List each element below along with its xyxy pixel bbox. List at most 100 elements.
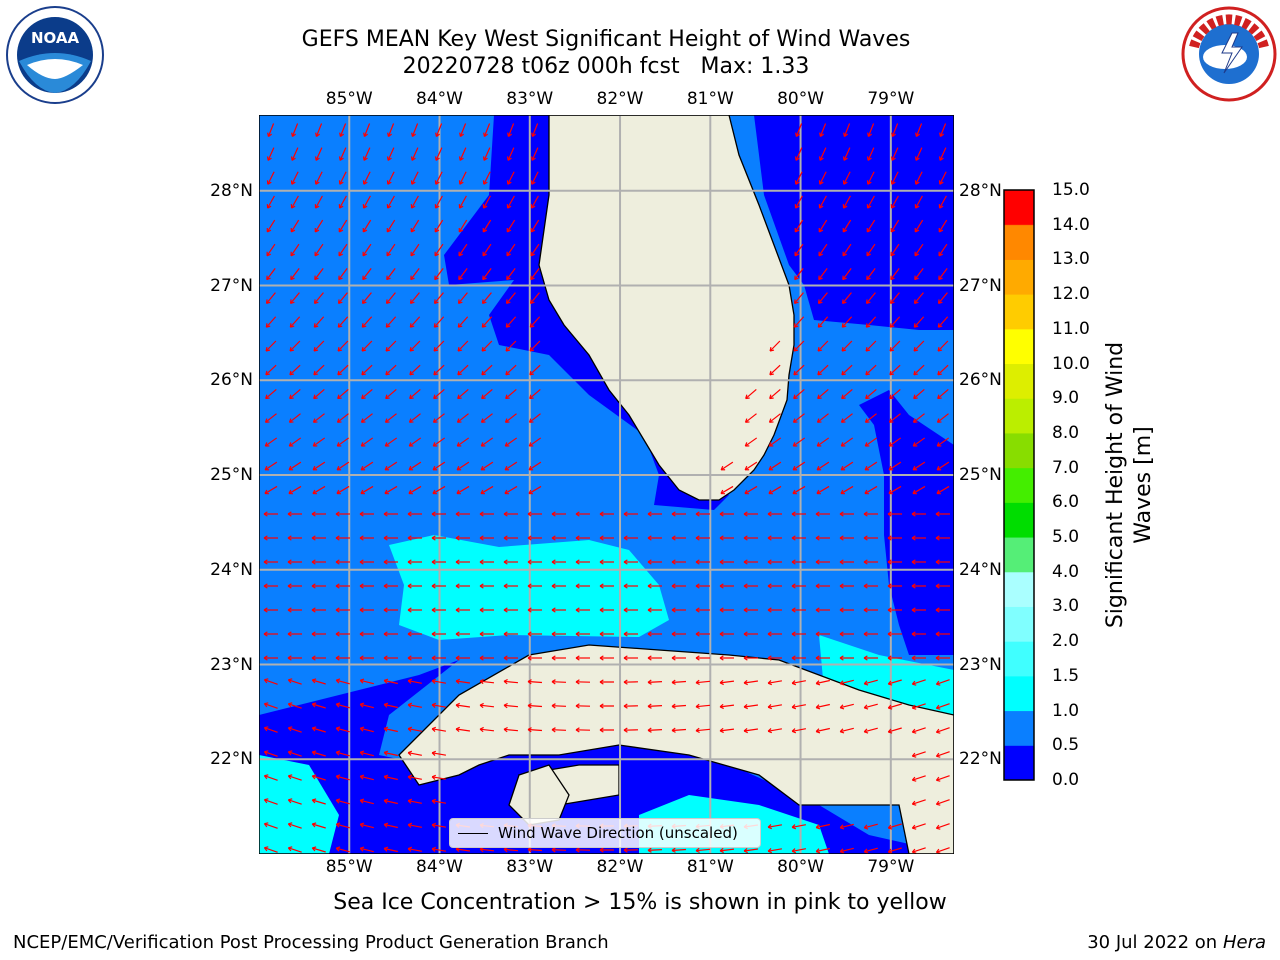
wave-direction-arrow xyxy=(840,437,854,447)
wave-direction-arrow xyxy=(431,655,446,661)
wave-direction-arrow xyxy=(914,219,924,233)
colorbar-tick: 15.0 xyxy=(1052,180,1090,200)
wave-direction-arrow xyxy=(551,559,566,565)
wave-direction-arrow xyxy=(361,364,373,376)
wave-direction-arrow xyxy=(311,607,326,613)
wave-direction-arrow xyxy=(791,728,806,734)
wave-direction-arrow xyxy=(359,774,374,781)
lon-tick-top: 83°W xyxy=(506,89,554,109)
lon-tick-top: 84°W xyxy=(416,89,463,109)
wave-direction-arrow xyxy=(887,823,902,830)
wave-direction-arrow xyxy=(647,679,663,685)
wave-direction-arrow xyxy=(287,702,302,709)
wave-direction-arrow xyxy=(264,437,278,447)
wave-direction-arrow xyxy=(530,171,539,185)
colorbar-segment xyxy=(1004,398,1034,434)
wave-direction-arrow xyxy=(408,437,422,447)
wave-direction-arrow xyxy=(387,123,395,137)
wave-direction-arrow xyxy=(695,535,710,541)
map-title: GEFS MEAN Key West Significant Height of… xyxy=(301,27,911,52)
wave-direction-arrow xyxy=(866,268,876,281)
lat-tick-right: 23°N xyxy=(959,654,1002,675)
wave-direction-arrow xyxy=(480,461,494,471)
wave-direction-arrow xyxy=(505,316,517,328)
wave-direction-arrow xyxy=(361,340,373,352)
wave-direction-arrow xyxy=(935,703,950,710)
wave-direction-arrow xyxy=(671,655,686,661)
wave-direction-arrow xyxy=(791,607,806,613)
wave-direction-arrow xyxy=(890,243,900,257)
wave-direction-arrow xyxy=(336,485,350,495)
colorbar-tick: 1.0 xyxy=(1052,700,1080,721)
wave-direction-arrow xyxy=(338,243,348,257)
wave-direction-arrow xyxy=(528,485,542,495)
wave-direction-arrow xyxy=(263,798,278,805)
wave-direction-arrow xyxy=(455,726,471,733)
wave-direction-arrow xyxy=(911,751,926,758)
wave-direction-arrow xyxy=(503,702,519,709)
wave-direction-arrow xyxy=(744,485,758,495)
wave-direction-arrow xyxy=(815,607,830,613)
wave-direction-arrow xyxy=(695,727,711,734)
wave-direction-arrow xyxy=(335,702,350,709)
wave-direction-arrow xyxy=(769,364,781,376)
wave-direction-arrow xyxy=(263,631,278,637)
wave-direction-arrow xyxy=(913,340,925,352)
wave-direction-arrow xyxy=(336,413,349,423)
wave-direction-arrow xyxy=(551,607,566,613)
wave-direction-arrow xyxy=(647,583,662,589)
wave-direction-arrow xyxy=(433,316,445,328)
wave-direction-arrow xyxy=(359,535,374,541)
wave-direction-arrow xyxy=(479,511,494,517)
wave-direction-arrow xyxy=(263,607,278,613)
wave-direction-arrow xyxy=(841,388,853,400)
wave-direction-arrow xyxy=(866,243,876,257)
wave-direction-arrow xyxy=(839,703,854,710)
wave-direction-arrow xyxy=(794,219,804,233)
wave-direction-arrow xyxy=(792,485,806,495)
colorbar-segment xyxy=(1004,294,1034,330)
wave-direction-arrow xyxy=(792,413,805,423)
wave-direction-arrow xyxy=(887,703,902,710)
wave-direction-arrow xyxy=(527,559,542,565)
wave-direction-arrow xyxy=(793,388,805,400)
wave-direction-arrow xyxy=(407,846,422,852)
wave-direction-arrow xyxy=(458,171,467,185)
wave-direction-arrow xyxy=(671,727,687,733)
wave-direction-arrow xyxy=(434,219,444,233)
wave-direction-arrow xyxy=(432,437,446,447)
wave-direction-arrow xyxy=(938,171,947,185)
wave-direction-arrow xyxy=(720,485,734,495)
wave-direction-arrow xyxy=(338,219,348,233)
wave-direction-arrow xyxy=(842,171,851,185)
wave-direction-arrow xyxy=(289,292,300,304)
wave-direction-arrow xyxy=(266,268,276,281)
wave-direction-arrow xyxy=(456,437,470,447)
wave-direction-arrow xyxy=(482,171,491,185)
wave-direction-arrow xyxy=(551,583,566,589)
wave-direction-arrow xyxy=(647,631,662,637)
wave-direction-arrow xyxy=(383,535,398,541)
wave-direction-arrow xyxy=(433,364,445,376)
wave-direction-arrow xyxy=(912,461,926,471)
wave-direction-arrow xyxy=(937,388,949,400)
wave-direction-arrow xyxy=(815,679,830,686)
wave-direction-arrow xyxy=(935,607,950,613)
wave-direction-arrow xyxy=(503,559,518,565)
wave-direction-arrow xyxy=(410,171,419,185)
wave-direction-arrow xyxy=(458,219,468,233)
wave-direction-arrow xyxy=(912,485,926,495)
wave-direction-arrow xyxy=(335,774,350,781)
lon-tick-top: 79°W xyxy=(867,89,915,109)
lat-tick-left: 26°N xyxy=(210,370,253,391)
wave-direction-arrow xyxy=(383,702,398,709)
wave-direction-arrow xyxy=(290,171,299,185)
wave-direction-arrow xyxy=(890,147,899,161)
wave-direction-arrow xyxy=(840,413,853,423)
wave-direction-arrow xyxy=(791,680,806,686)
wave-direction-arrow xyxy=(407,750,422,756)
wave-direction-arrow xyxy=(265,364,277,376)
wave-direction-arrow xyxy=(889,388,901,400)
wave-direction-arrow xyxy=(791,848,806,854)
wave-direction-arrow xyxy=(743,583,758,589)
